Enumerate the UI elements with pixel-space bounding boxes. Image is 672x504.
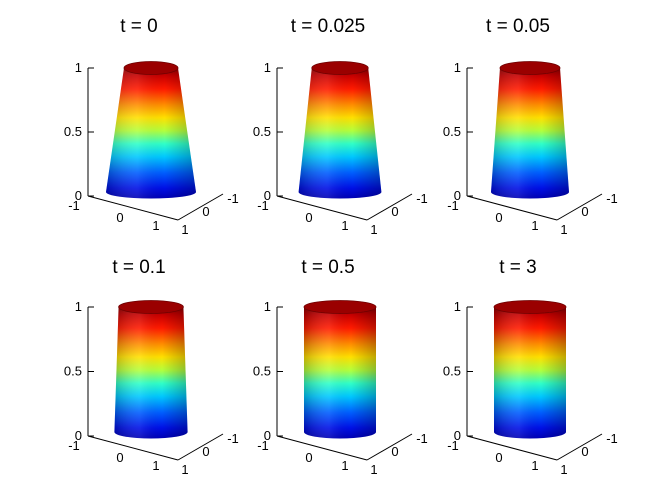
x-tick-label: 1 [341,218,348,233]
z-tick-label: 0.5 [443,364,461,379]
y-tick-label: 0 [202,204,209,219]
y-axis-line [366,433,413,461]
y-tick-label: 0 [581,444,588,459]
y-tick-label: 0 [391,444,398,459]
x-tick-label: 0 [495,210,502,225]
y-axis-line [556,193,603,221]
surface-shading [491,68,569,199]
y-tick-label: -1 [606,431,618,446]
y-tick-label: 1 [181,462,188,477]
z-tick-label: 1 [264,299,271,314]
y-tick-label: 1 [370,222,377,237]
surface-shading [298,68,382,199]
x-axis-line [466,435,558,461]
y-tick-label: -1 [227,431,239,446]
x-axis-line [466,195,558,221]
y-tick-label: -1 [606,191,618,206]
subplot-5: t = 0.500.51-101 10-1 [253,257,428,477]
surface-top-cap [311,61,369,75]
x-axis-line [276,195,368,221]
subplot-title: t = 0.025 [291,16,365,37]
z-tick-label: 0.5 [64,124,82,139]
y-axis-line [177,193,224,221]
surface-shading [114,307,188,439]
y-tick-label: 1 [560,462,567,477]
surface-top-cap [303,300,377,314]
y-tick-label: 1 [370,462,377,477]
x-axis-line [276,435,368,461]
subplot-4: t = 0.100.51-101 10-1 [64,257,239,477]
x-tick-label: -1 [447,198,459,213]
x-tick-label: 1 [152,458,159,473]
subplot-title: t = 3 [499,257,537,278]
y-tick-label: 1 [181,222,188,237]
x-tick-label: -1 [447,438,459,453]
x-tick-label: 1 [531,218,538,233]
z-tick-label: 0.5 [253,124,271,139]
y-tick-label: 0 [202,444,209,459]
subplot-6: t = 300.51-101 10-1 [443,257,618,477]
subplot-title: t = 0.05 [486,16,550,37]
z-tick-label: 1 [454,60,461,75]
x-tick-label: 1 [341,458,348,473]
x-tick-label: 0 [116,450,123,465]
subplot-title: t = 0.1 [112,257,165,278]
surface-top-cap [123,61,179,75]
y-axis-line [366,193,413,221]
surface-shading [106,68,196,199]
x-tick-label: -1 [257,198,269,213]
x-tick-label: 0 [305,210,312,225]
z-tick-label: 0 [264,428,271,443]
x-axis-line [87,435,179,461]
y-axis-line [556,433,603,461]
y-tick-label: -1 [416,191,428,206]
z-tick-label: 1 [264,60,271,75]
z-tick-label: 1 [454,299,461,314]
x-axis-line [87,195,179,221]
subplot-1: t = 000.51-101 10-1 [64,16,239,237]
surface-top-cap [499,61,561,75]
surface-top-cap [118,300,184,314]
subplot-title: t = 0.5 [301,257,354,278]
x-tick-label: -1 [68,198,80,213]
y-tick-label: -1 [227,191,239,206]
surface-shading [494,307,566,439]
surface-top-cap [493,300,567,314]
z-tick-label: 0.5 [253,364,271,379]
z-tick-label: 0 [75,188,82,203]
x-tick-label: 1 [531,458,538,473]
y-tick-label: 0 [391,204,398,219]
y-axis-line [177,433,224,461]
x-tick-label: 1 [152,218,159,233]
z-tick-label: 0 [264,188,271,203]
subplot-title: t = 0 [120,16,158,37]
y-tick-label: 0 [581,204,588,219]
x-tick-label: -1 [68,438,80,453]
x-tick-label: 0 [495,450,502,465]
z-tick-label: 0.5 [64,364,82,379]
y-tick-label: 1 [560,222,567,237]
surface-shading [304,307,376,439]
x-tick-label: 0 [305,450,312,465]
x-tick-label: 0 [116,210,123,225]
z-tick-label: 0 [454,428,461,443]
z-tick-label: 1 [75,60,82,75]
z-tick-label: 0 [75,428,82,443]
y-tick-label: -1 [416,431,428,446]
z-tick-label: 1 [75,299,82,314]
x-tick-label: -1 [257,438,269,453]
z-tick-label: 0 [454,188,461,203]
z-tick-label: 0.5 [443,124,461,139]
